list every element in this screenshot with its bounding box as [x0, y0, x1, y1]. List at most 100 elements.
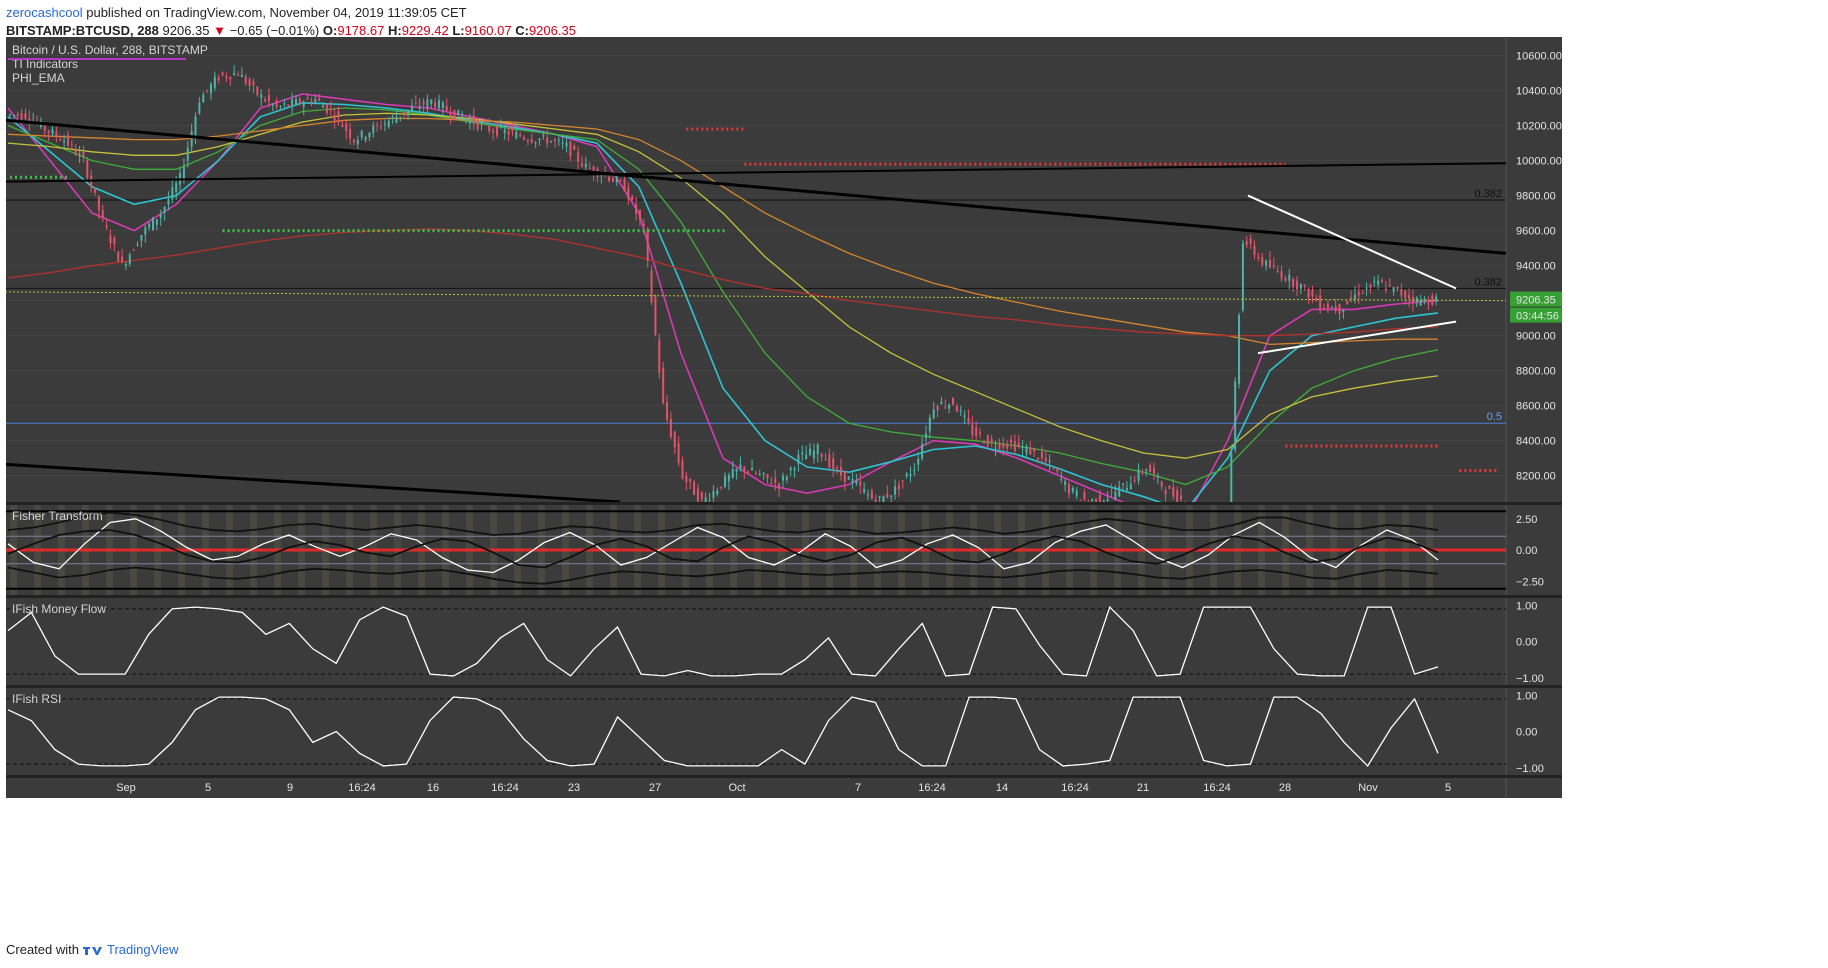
- candle-body: [1060, 478, 1063, 480]
- candle-body: [666, 401, 669, 420]
- candle-body: [364, 136, 367, 140]
- x-axis-tick: 5: [1445, 782, 1451, 794]
- candle-body: [693, 481, 696, 495]
- candle-body: [905, 473, 908, 477]
- candle-body: [399, 116, 402, 118]
- candle-body: [434, 102, 437, 108]
- candle-body: [221, 72, 224, 76]
- candle-body: [963, 415, 966, 418]
- candle-body: [1411, 297, 1414, 304]
- candle-body: [144, 227, 147, 235]
- ifmf-title: IFish Money Flow: [12, 602, 106, 616]
- candle-body: [897, 484, 900, 490]
- candle-body: [1149, 464, 1152, 473]
- candle-body: [700, 492, 703, 500]
- candle-body: [229, 76, 232, 80]
- candle-body: [465, 118, 468, 120]
- candle-body: [615, 177, 618, 183]
- candle-body: [1265, 260, 1268, 266]
- price-axis-tick: 10600.00: [1516, 51, 1562, 63]
- candle-body: [20, 113, 23, 120]
- candle-body: [480, 122, 483, 124]
- candle-body: [1315, 297, 1318, 302]
- fisher-pane: [6, 505, 1506, 595]
- candle-body: [917, 458, 920, 465]
- candle-body: [47, 130, 50, 133]
- candle-body: [1033, 448, 1036, 452]
- candle-body: [345, 123, 348, 132]
- author-link[interactable]: zerocashcool: [6, 5, 83, 20]
- candle-body: [1238, 315, 1241, 384]
- last-price-line: [6, 291, 1506, 302]
- candle-body: [1353, 294, 1356, 299]
- candle-body: [1431, 295, 1434, 305]
- candle-body: [952, 397, 955, 405]
- candle-body: [1404, 290, 1407, 298]
- candle-body: [171, 187, 174, 200]
- candle-body: [163, 206, 166, 213]
- candle-body: [1408, 294, 1411, 299]
- fib-label: 0.382: [1474, 276, 1502, 288]
- candle-body: [484, 120, 487, 124]
- candle-body: [1145, 469, 1148, 471]
- fisher-axis-tick: 2.50: [1516, 514, 1537, 526]
- candle-body: [809, 448, 812, 456]
- tradingview-link[interactable]: TradingView: [106, 942, 179, 957]
- candle-body: [754, 473, 757, 475]
- candle-body: [407, 109, 410, 113]
- candle-body: [816, 444, 819, 455]
- candle-body: [1013, 441, 1016, 451]
- candle-body: [376, 124, 379, 126]
- ifrsi-title: IFish RSI: [12, 692, 61, 706]
- candle-body: [1071, 487, 1074, 492]
- last-price-badge-text: 9206.35: [1516, 295, 1556, 307]
- candle-body: [530, 139, 533, 143]
- candle-body: [847, 476, 850, 480]
- candle-body: [824, 459, 827, 461]
- candle-body: [337, 111, 340, 118]
- candle-body: [584, 163, 587, 168]
- candle-body: [623, 179, 626, 192]
- candle-body: [1288, 274, 1291, 281]
- candle-body: [1299, 284, 1302, 289]
- candle-body: [971, 424, 974, 435]
- candle-body: [1180, 495, 1183, 500]
- candle-body: [1257, 257, 1260, 259]
- fisher-series-0: [7, 518, 1439, 574]
- last-price: 9206.35: [162, 23, 210, 38]
- candle-body: [735, 468, 738, 472]
- x-axis-tick: 16:24: [918, 782, 946, 794]
- price-change: −0.65 (−0.01%): [229, 23, 320, 38]
- candle-body: [924, 433, 927, 439]
- candle-body: [1153, 468, 1155, 475]
- candle-body: [368, 132, 371, 138]
- candle-body: [581, 163, 583, 167]
- candle-body: [356, 140, 359, 145]
- candle-body: [74, 150, 77, 155]
- candle-body: [1435, 296, 1438, 301]
- ema-line-4: [7, 117, 1438, 346]
- triangle-upper-line: [1247, 194, 1457, 290]
- candle-body: [770, 483, 773, 485]
- candle-body: [519, 134, 522, 137]
- candle-body: [793, 468, 796, 471]
- candle-body: [1067, 483, 1070, 494]
- candle-body: [1388, 284, 1391, 286]
- candle-body: [747, 471, 750, 473]
- candle-body: [762, 472, 765, 475]
- candle-body: [453, 109, 456, 119]
- candle-body: [1141, 471, 1144, 473]
- footer: Created with TradingView: [6, 942, 179, 957]
- candle-body: [488, 125, 491, 132]
- candle-body: [287, 104, 290, 107]
- candle-body: [372, 125, 375, 134]
- candle-body: [1164, 490, 1167, 495]
- candle-body: [982, 441, 985, 444]
- candle-body: [801, 452, 804, 455]
- candle-body: [1048, 460, 1051, 462]
- candle-body: [1284, 277, 1287, 281]
- candle-body: [546, 137, 549, 144]
- candle-body: [936, 405, 939, 411]
- candle-body: [217, 77, 220, 80]
